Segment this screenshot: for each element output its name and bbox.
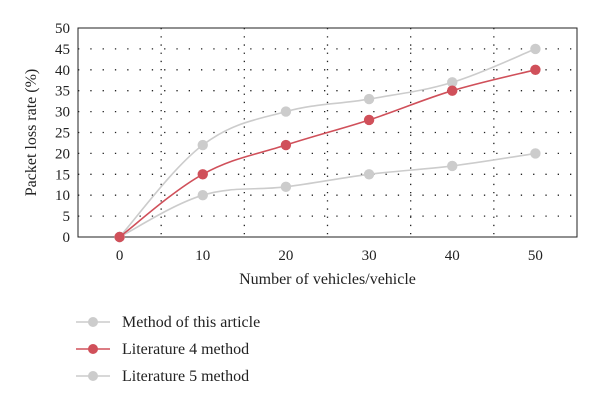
series-line: [119, 152, 536, 238]
y-tick-label: 35: [55, 84, 70, 100]
legend-marker: [88, 317, 98, 327]
data-point: [280, 181, 292, 193]
legend-item-2: Literature 4 method: [76, 341, 249, 358]
legend-marker: [88, 371, 98, 381]
y-tick-label: 50: [55, 21, 70, 37]
legend-item-1: Method of this article: [76, 314, 260, 331]
series-line: [119, 69, 536, 238]
data-point: [363, 93, 375, 105]
x-tick-label: 30: [362, 248, 377, 264]
series-1: [114, 148, 541, 243]
data-point: [197, 169, 208, 180]
series-line: [118, 48, 536, 238]
series-2: [114, 64, 541, 243]
x-tick-label: 10: [195, 248, 210, 264]
data-point: [280, 106, 292, 117]
y-tick-label: 20: [55, 146, 70, 162]
y-tick-label: 40: [55, 63, 70, 79]
y-axis-ticks: 0 5 10 15 20 25 30 35 40 45 50: [55, 21, 70, 246]
data-point: [363, 114, 375, 126]
legend-marker: [88, 344, 98, 354]
legend-label: Method of this article: [122, 314, 260, 331]
data-point: [530, 148, 541, 159]
y-tick-label: 15: [55, 167, 70, 183]
x-tick-label: 40: [445, 248, 460, 264]
y-tick-label: 25: [55, 126, 70, 142]
plot-frame: [77, 27, 578, 238]
data-point: [197, 139, 208, 151]
legend-item-3: Literature 5 method: [76, 368, 249, 385]
y-tick-label: 45: [55, 42, 70, 58]
legend-label: Literature 5 method: [122, 368, 249, 385]
legend-label: Literature 4 method: [122, 341, 249, 358]
data-point: [447, 85, 458, 96]
x-tick-label: 50: [528, 248, 543, 264]
data-point: [447, 77, 458, 88]
y-tick-label: 30: [55, 105, 70, 121]
data-point: [530, 64, 541, 76]
y-tick-label: 0: [63, 230, 71, 246]
y-axis-label: Packet loss rate (%): [23, 69, 40, 197]
x-axis-label: Number of vehicles/vehicle: [239, 271, 416, 288]
data-point: [530, 43, 541, 55]
data-point: [114, 231, 125, 243]
legend: Method of this article Literature 4 metho…: [76, 314, 260, 385]
data-point: [280, 139, 292, 151]
series-group: [114, 43, 541, 243]
y-tick-label: 10: [55, 188, 70, 204]
y-tick-label: 5: [63, 209, 71, 225]
data-point: [447, 160, 458, 172]
x-tick-label: 20: [278, 248, 293, 264]
x-tick-label: 0: [116, 248, 124, 264]
x-axis-ticks: 0 10 20 30 40 50: [116, 248, 543, 264]
data-point: [363, 169, 375, 180]
data-point: [197, 190, 208, 201]
